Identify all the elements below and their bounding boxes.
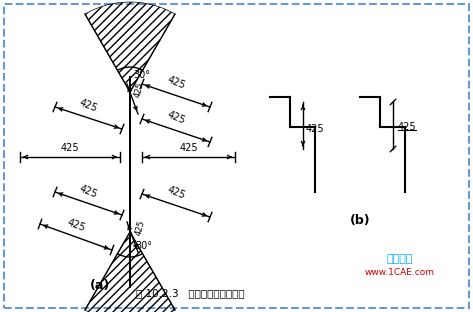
Text: 425: 425 [66, 217, 87, 233]
Text: 425: 425 [61, 143, 79, 153]
Text: 425: 425 [166, 109, 186, 125]
Text: 425: 425 [398, 121, 417, 131]
Text: (b): (b) [350, 214, 370, 227]
Text: 425: 425 [166, 184, 186, 201]
Text: 仿真在线: 仿真在线 [387, 254, 413, 264]
Text: 425: 425 [166, 74, 186, 90]
Text: 425: 425 [306, 124, 324, 134]
Text: 30°: 30° [135, 241, 152, 251]
Text: 425: 425 [78, 98, 99, 114]
Text: www.1CAE.com: www.1CAE.com [365, 268, 435, 277]
Text: 425: 425 [134, 219, 147, 237]
Text: 425: 425 [78, 183, 99, 199]
Text: 425: 425 [179, 143, 198, 153]
Text: (a): (a) [90, 279, 110, 292]
Text: 425: 425 [133, 81, 146, 99]
Text: 图 10.2.3   尺寸数字的注写方法: 图 10.2.3 尺寸数字的注写方法 [136, 288, 245, 298]
Text: 30°: 30° [133, 70, 150, 80]
